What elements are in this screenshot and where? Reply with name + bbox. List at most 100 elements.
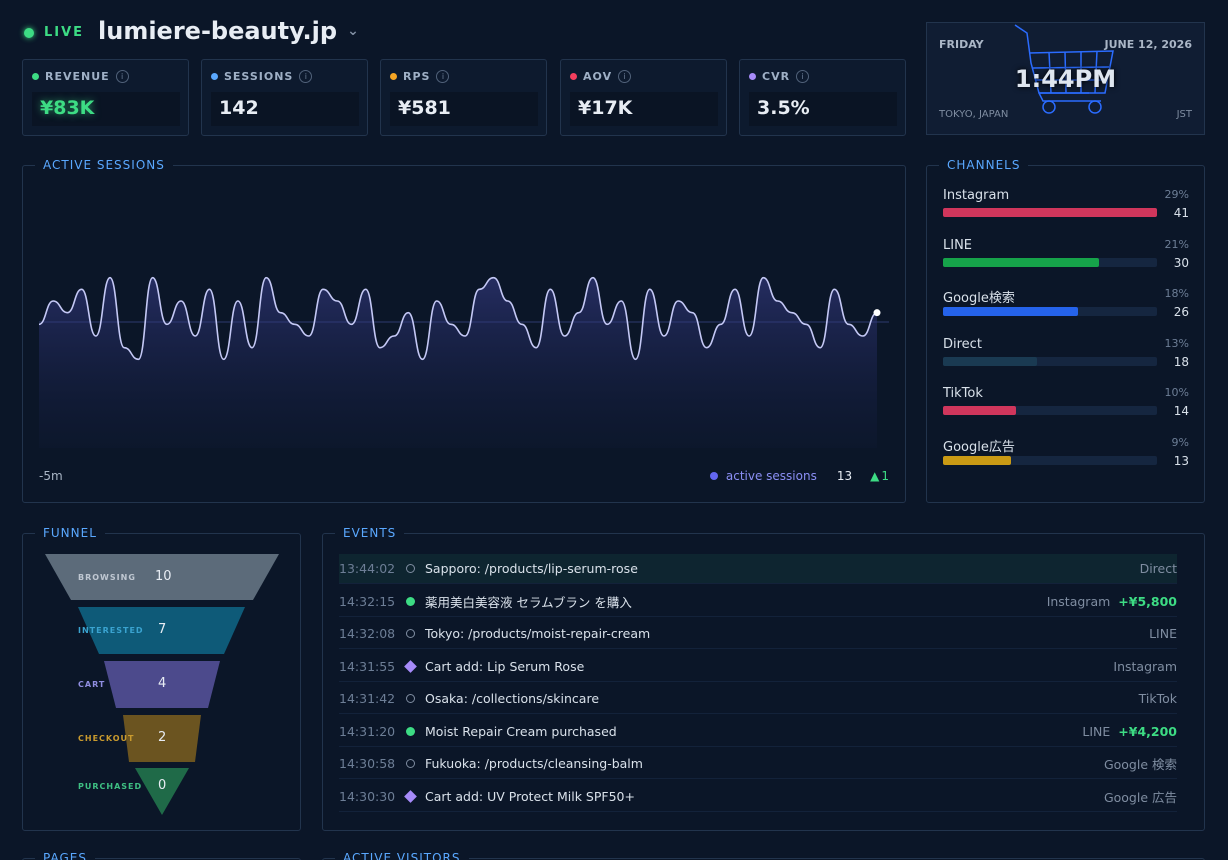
- live-dot-icon: [24, 27, 34, 38]
- event-row[interactable]: 13:44:02 Sapporo: /products/lip-serum-ros…: [339, 554, 1177, 584]
- sessions-line: [38, 276, 878, 361]
- clock-date: JUNE 12, 2026: [1104, 38, 1192, 51]
- kpi-label: RPS: [403, 70, 431, 83]
- funnel-panel: FUNNEL BROWSING 10 INTERESTED 7 CART 4 C…: [22, 526, 301, 831]
- channel-count: 13: [1173, 453, 1189, 468]
- funnel-stage-purchased[interactable]: [135, 768, 189, 815]
- panel-title: CHANNELS: [939, 158, 1029, 172]
- event-time: 14:31:55: [339, 658, 396, 674]
- active-visitors-panel: ACTIVE VISITORS: [322, 851, 1205, 860]
- event-text: Cart add: Lip Serum Rose: [425, 658, 585, 674]
- panel-title: FUNNEL: [35, 526, 105, 540]
- cart-diamond-icon: [403, 659, 417, 673]
- kpi-label: REVENUE: [45, 70, 110, 83]
- info-icon[interactable]: i: [115, 70, 129, 83]
- event-text: Fukuoka: /products/cleansing-balm: [425, 756, 643, 771]
- channel-pct: 18%: [1164, 287, 1189, 300]
- active-sessions-panel: ACTIVE SESSIONS -5m active sessions 13 ▲…: [22, 158, 906, 503]
- kpi-value: ¥581: [390, 92, 538, 126]
- event-time: 14:32:08: [339, 626, 396, 641]
- site-name: lumiere-beauty.jp: [98, 17, 338, 45]
- kpi-value: 142: [211, 92, 359, 126]
- event-row[interactable]: 14:32:08 Tokyo: /products/moist-repair-cr…: [339, 619, 1177, 649]
- panel-title: PAGES: [35, 851, 95, 860]
- live-indicator: LIVE: [24, 25, 84, 40]
- channel-name: LINE: [943, 237, 973, 253]
- shopping-cart-icon: [1014, 24, 1114, 114]
- channel-bar: [943, 406, 1016, 415]
- sessions-area: [39, 277, 877, 448]
- event-text: Moist Repair Cream purchased: [425, 723, 617, 739]
- channel-name: Instagram: [943, 188, 1010, 203]
- info-icon[interactable]: i: [436, 70, 450, 83]
- event-time: 14:30:58: [339, 756, 396, 771]
- info-icon[interactable]: i: [618, 70, 632, 83]
- event-source: Google 検索: [1103, 757, 1177, 772]
- channel-count: 26: [1173, 305, 1189, 319]
- funnel-stage-checkout[interactable]: [123, 715, 201, 762]
- event-text: Cart add: UV Protect Milk SPF50+: [425, 788, 635, 804]
- funnel-stage-cart[interactable]: [104, 661, 220, 708]
- funnel-stage-interested[interactable]: [78, 607, 245, 654]
- channel-count: 41: [1173, 206, 1189, 220]
- channel-name: Google広告: [943, 439, 1015, 455]
- event-time: 14:32:15: [339, 593, 396, 609]
- event-source: Instagram: [1046, 593, 1111, 609]
- funnel-label: BROWSING: [78, 573, 136, 582]
- channel-bar-track: [943, 455, 1157, 465]
- channel-bar-track: [943, 356, 1157, 366]
- funnel-label: CHECKOUT: [78, 734, 135, 743]
- pageview-ring-icon: [405, 564, 415, 573]
- chevron-down-icon: ⌄: [347, 23, 359, 39]
- delta-up-icon: ▲: [870, 469, 880, 483]
- pageview-ring-icon: [405, 694, 415, 703]
- event-row[interactable]: 14:31:20 Moist Repair Cream purchased LINE…: [339, 717, 1177, 747]
- revenue-dot-icon: [32, 73, 39, 80]
- event-row[interactable]: 14:30:30 Cart add: UV Protect Milk SPF50+…: [339, 782, 1177, 812]
- event-row[interactable]: 14:30:58 Fukuoka: /products/cleansing-bal…: [339, 749, 1177, 779]
- clock-location: TOKYO, JAPAN: [939, 109, 1009, 120]
- event-text: Sapporo: /products/lip-serum-rose: [425, 561, 638, 576]
- rps-dot-icon: [390, 73, 397, 80]
- cvr-dot-icon: [749, 73, 756, 80]
- channel-bar: [943, 208, 1157, 217]
- funnel-count: 0: [158, 778, 167, 793]
- channels-panel: CHANNELS Instagram 29% 41 LINE 21% 30 Google検索…: [926, 158, 1205, 503]
- event-amount: +¥4,200: [1118, 723, 1177, 739]
- channel-name: Google検索: [943, 291, 1015, 306]
- funnel-label: PURCHASED: [78, 782, 143, 791]
- channel-bar: [943, 455, 1012, 465]
- info-icon[interactable]: i: [796, 70, 810, 83]
- kpi-value: ¥83K: [32, 92, 180, 126]
- event-row[interactable]: 14:31:55 Cart add: Lip Serum Rose Instagra…: [339, 652, 1177, 682]
- event-time: 14:31:42: [339, 691, 396, 706]
- event-row[interactable]: 14:32:15 薬用美白美容液 セラムブラン を購入 Instagram +¥5,8…: [339, 587, 1177, 617]
- funnel-count: 7: [158, 622, 167, 637]
- site-selector[interactable]: lumiere-beauty.jp ⌄: [98, 17, 359, 45]
- kpi-sessions: SESSIONS i 142: [201, 59, 368, 136]
- kpi-label: SESSIONS: [224, 70, 294, 83]
- clock-time: 1:44PM: [1014, 65, 1117, 93]
- funnel-stage-browsing[interactable]: [45, 554, 279, 600]
- channel-count: 30: [1173, 255, 1189, 270]
- channel-pct: 10%: [1164, 386, 1189, 399]
- purchase-dot-icon: [405, 596, 415, 606]
- channel-bar-track: [943, 307, 1157, 316]
- kpi-label: CVR: [762, 70, 791, 83]
- pageview-ring-icon: [405, 759, 415, 768]
- kpi-value: 3.5%: [749, 92, 897, 126]
- x-start-label: -5m: [39, 469, 63, 483]
- aov-dot-icon: [570, 73, 577, 80]
- panel-title: ACTIVE VISITORS: [335, 851, 469, 860]
- event-text: 薬用美白美容液 セラムブラン を購入: [425, 594, 632, 610]
- pageview-ring-icon: [405, 629, 415, 638]
- channel-count: 14: [1173, 404, 1189, 418]
- channel-bar-track: [943, 257, 1157, 267]
- events-panel: EVENTS 13:44:02 Sapporo: /products/lip-se…: [322, 526, 1205, 831]
- info-icon[interactable]: i: [299, 70, 313, 83]
- event-source: Direct: [1139, 561, 1177, 576]
- sessions-chart: [38, 276, 889, 448]
- funnel-label: CART: [78, 680, 106, 689]
- event-time: 14:31:20: [339, 723, 396, 739]
- event-row[interactable]: 14:31:42 Osaka: /collections/skincare TikT…: [339, 684, 1177, 714]
